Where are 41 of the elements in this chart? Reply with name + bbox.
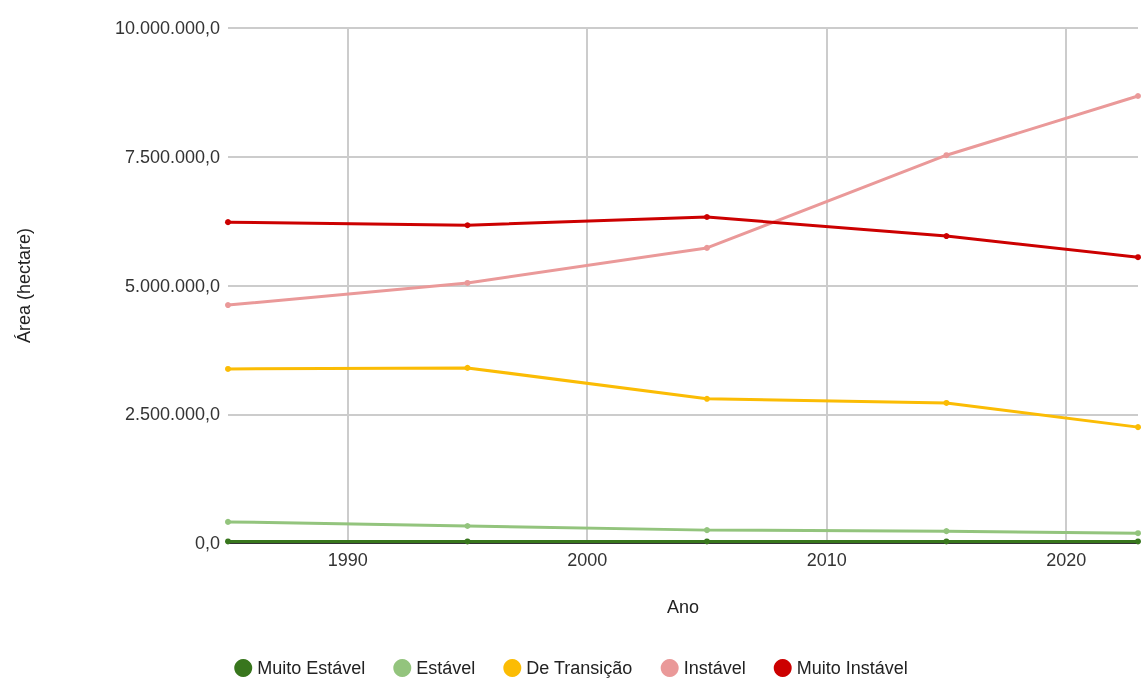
y-tick-label: 2.500.000,0 [124, 404, 220, 425]
point [703, 244, 710, 251]
legend-label: Muito Estável [257, 658, 366, 678]
y-tick-label: 0,0 [194, 533, 220, 553]
point [1135, 254, 1141, 261]
point [943, 538, 950, 545]
point [464, 279, 471, 286]
legend-label: Estável [416, 658, 476, 678]
y-tick-label: 5.000.000,0 [124, 275, 220, 296]
legend-label: De Transição [526, 658, 633, 678]
point [943, 528, 950, 535]
point [225, 219, 231, 226]
legend-label: Muito Instável [796, 658, 908, 678]
point [943, 399, 950, 406]
point [1135, 424, 1141, 431]
point [464, 364, 471, 371]
point [943, 152, 950, 159]
y-axis-title: Área (hectare) [14, 227, 34, 344]
point [225, 365, 231, 372]
y-tick-label: 10.000.000,0 [114, 18, 220, 38]
x-tick-label: 1990 [327, 550, 368, 570]
point [464, 523, 471, 529]
x-tick-label: 2020 [1046, 550, 1087, 570]
y-tick-label: 7.500.000,0 [124, 146, 220, 167]
x-tick-label: 2000 [567, 550, 608, 570]
point [943, 233, 950, 240]
point [225, 538, 231, 545]
point [703, 214, 710, 220]
point [703, 527, 710, 534]
point [225, 518, 231, 525]
point [464, 222, 471, 229]
legend-label: Instável [683, 658, 746, 678]
x-tick-label: 2010 [806, 550, 847, 570]
x-axis-title: Ano [666, 597, 700, 617]
point [1135, 92, 1141, 99]
point [1135, 538, 1141, 545]
point [703, 395, 710, 402]
point [703, 538, 710, 545]
point [1135, 530, 1141, 537]
point [225, 302, 231, 309]
point [464, 538, 471, 545]
